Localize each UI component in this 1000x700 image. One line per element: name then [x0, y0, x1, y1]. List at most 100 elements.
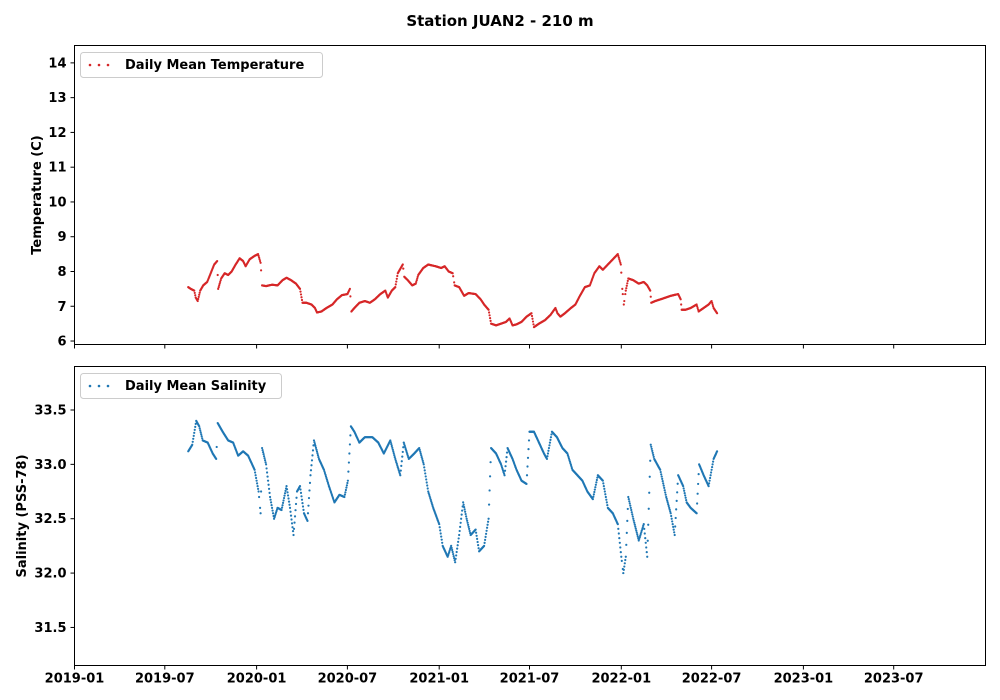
salinity-point	[667, 504, 670, 508]
salinity-point	[451, 548, 454, 552]
salinity-point	[463, 508, 466, 511]
salinity-point	[652, 453, 655, 456]
salinity-point	[474, 528, 477, 531]
salinity-point	[215, 457, 218, 461]
salinity-point	[466, 521, 469, 524]
salinity-point	[682, 485, 685, 488]
salinity-point	[389, 441, 392, 444]
salinity-point	[287, 497, 290, 500]
salinity-point	[315, 448, 318, 451]
salinity-point	[684, 496, 687, 499]
salinity-point	[283, 494, 286, 497]
salinity-point	[649, 443, 652, 446]
salinity-point	[392, 452, 395, 455]
temperature-point	[401, 263, 404, 266]
salinity-point	[629, 504, 632, 507]
salinity-point	[263, 459, 267, 462]
temperature-point	[217, 286, 220, 289]
salinity-point	[483, 544, 486, 548]
salinity-point	[390, 444, 393, 448]
temperature-point	[530, 314, 534, 318]
salinity-point	[617, 527, 620, 530]
salinity-point	[461, 509, 464, 512]
temperature-point	[299, 290, 302, 293]
salinity-point	[663, 486, 666, 490]
temperature-point	[711, 305, 715, 308]
salinity-point	[596, 476, 599, 479]
temperature-point	[258, 258, 261, 261]
salinity-point	[670, 514, 673, 518]
salinity-point	[419, 452, 422, 455]
salinity-legend-label: Daily Mean Salinity	[125, 379, 267, 394]
salinity-point	[626, 507, 629, 511]
temperature-point	[715, 312, 719, 315]
temperature-point	[396, 274, 399, 278]
temperature-y-axis-label: Temperature (C)	[30, 135, 45, 254]
salinity-point	[391, 446, 394, 449]
temperature-point	[488, 314, 491, 317]
salinity-point	[256, 487, 260, 490]
salinity-point	[665, 497, 668, 500]
temperature-point	[453, 281, 456, 284]
salinity-point	[458, 533, 461, 537]
temperature-point	[219, 279, 222, 282]
salinity-point	[684, 494, 687, 497]
salinity-point	[424, 475, 427, 478]
salinity-point	[592, 493, 595, 496]
salinity-point	[545, 457, 549, 461]
salinity-point	[546, 455, 549, 458]
salinity-point	[476, 540, 479, 544]
temperature-point	[348, 287, 351, 290]
salinity-point	[280, 508, 283, 512]
temperature-y-tick-label: 10	[48, 195, 66, 210]
salinity-point	[421, 459, 424, 462]
salinity-point	[603, 487, 606, 490]
salinity-point	[346, 479, 349, 482]
salinity-point	[254, 471, 257, 474]
salinity-point	[393, 455, 396, 459]
salinity-point	[299, 488, 302, 491]
salinity-point	[486, 520, 490, 523]
salinity-point	[424, 472, 427, 475]
temperature-point	[625, 287, 628, 290]
salinity-point	[711, 463, 714, 466]
temperature-point	[349, 295, 352, 298]
salinity-point	[455, 554, 458, 557]
salinity-point	[550, 433, 553, 436]
salinity-point	[664, 491, 667, 494]
temperature-y-tick-label: 8	[57, 265, 66, 280]
salinity-point	[525, 482, 528, 486]
salinity-point	[623, 565, 626, 568]
temperature-legend-box	[80, 52, 323, 78]
salinity-point	[266, 479, 270, 482]
salinity-point	[631, 515, 634, 518]
salinity-point	[485, 529, 488, 532]
salinity-point	[271, 512, 275, 515]
salinity-point	[633, 521, 636, 524]
salinity-point	[592, 495, 595, 498]
x-tick-label: 2021-07	[500, 672, 560, 687]
temperature-point	[649, 295, 652, 298]
temperature-point	[619, 261, 622, 264]
x-tick-label: 2020-07	[318, 672, 378, 687]
salinity-point	[483, 538, 487, 541]
salinity-point	[282, 496, 286, 500]
temperature-point	[259, 261, 262, 264]
salinity-point	[548, 441, 552, 444]
salinity-point	[459, 525, 462, 528]
salinity-point	[285, 488, 289, 491]
salinity-point	[646, 555, 649, 558]
temperature-y-tick-label: 6	[57, 335, 66, 350]
salinity-point	[260, 446, 264, 450]
salinity-point	[261, 448, 264, 452]
salinity-point	[199, 429, 202, 432]
temperature-point	[197, 295, 200, 298]
salinity-point	[526, 456, 530, 459]
salinity-point	[674, 525, 677, 528]
temperature-legend-marker	[88, 63, 110, 67]
salinity-point	[421, 457, 424, 461]
temperature-point	[257, 256, 261, 259]
salinity-point	[710, 471, 713, 474]
salinity-point	[267, 483, 270, 486]
